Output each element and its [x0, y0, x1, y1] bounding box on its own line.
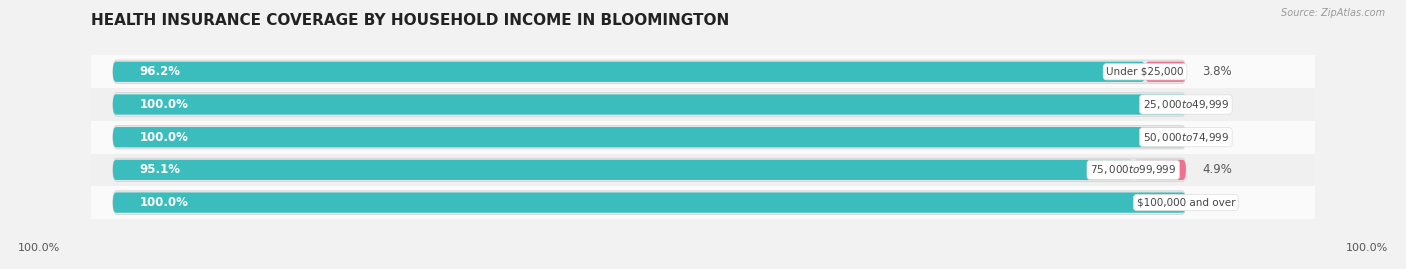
Text: HEALTH INSURANCE COVERAGE BY HOUSEHOLD INCOME IN BLOOMINGTON: HEALTH INSURANCE COVERAGE BY HOUSEHOLD I… — [91, 13, 730, 29]
Text: 3.8%: 3.8% — [1202, 65, 1232, 78]
FancyBboxPatch shape — [91, 186, 1315, 219]
Text: Under $25,000: Under $25,000 — [1107, 67, 1184, 77]
FancyBboxPatch shape — [112, 60, 1185, 84]
FancyBboxPatch shape — [112, 192, 1185, 213]
Text: 100.0%: 100.0% — [139, 131, 188, 144]
Text: 0.0%: 0.0% — [1202, 196, 1232, 209]
Text: $25,000 to $49,999: $25,000 to $49,999 — [1143, 98, 1229, 111]
FancyBboxPatch shape — [112, 93, 1185, 116]
FancyBboxPatch shape — [1144, 62, 1185, 82]
FancyBboxPatch shape — [112, 158, 1185, 182]
FancyBboxPatch shape — [91, 55, 1315, 88]
FancyBboxPatch shape — [112, 125, 1185, 149]
FancyBboxPatch shape — [112, 191, 1185, 214]
Text: $100,000 and over: $100,000 and over — [1136, 198, 1234, 208]
FancyBboxPatch shape — [112, 160, 1133, 180]
Text: 0.0%: 0.0% — [1202, 98, 1232, 111]
Text: $75,000 to $99,999: $75,000 to $99,999 — [1090, 163, 1177, 176]
FancyBboxPatch shape — [1133, 160, 1185, 180]
Text: 0.0%: 0.0% — [1202, 131, 1232, 144]
Text: Source: ZipAtlas.com: Source: ZipAtlas.com — [1281, 8, 1385, 18]
Text: 100.0%: 100.0% — [139, 196, 188, 209]
Text: 100.0%: 100.0% — [18, 243, 60, 253]
Text: 100.0%: 100.0% — [1346, 243, 1388, 253]
Text: 95.1%: 95.1% — [139, 163, 181, 176]
FancyBboxPatch shape — [112, 94, 1185, 115]
FancyBboxPatch shape — [91, 154, 1315, 186]
Text: 100.0%: 100.0% — [139, 98, 188, 111]
FancyBboxPatch shape — [112, 127, 1185, 147]
Text: $50,000 to $74,999: $50,000 to $74,999 — [1143, 131, 1229, 144]
FancyBboxPatch shape — [112, 62, 1144, 82]
FancyBboxPatch shape — [91, 121, 1315, 154]
Text: 4.9%: 4.9% — [1202, 163, 1232, 176]
FancyBboxPatch shape — [91, 88, 1315, 121]
Text: 96.2%: 96.2% — [139, 65, 181, 78]
